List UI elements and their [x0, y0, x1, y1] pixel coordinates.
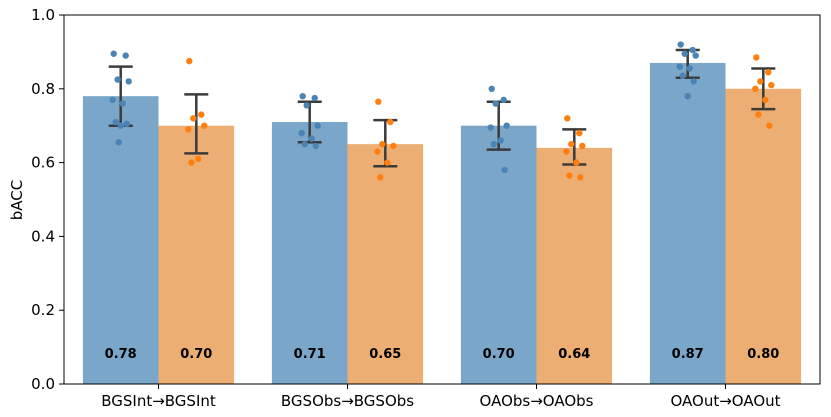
value-label-0-0: 0.78	[105, 347, 137, 362]
data-point-3-0-2	[681, 50, 688, 57]
data-point-3-1-6	[755, 111, 762, 118]
data-point-3-0-1	[689, 46, 696, 54]
data-point-2-0-2	[492, 100, 499, 107]
data-point-2-1-0	[564, 115, 571, 122]
bar-2-0	[460, 125, 537, 384]
bar-0-0	[82, 96, 159, 385]
bars-layer	[82, 62, 802, 385]
data-point-0-0-7	[123, 120, 130, 128]
y-tick-label-2: 0.4	[31, 227, 55, 245]
data-point-1-0-3	[314, 122, 321, 129]
value-label-0-1: 0.70	[180, 347, 212, 362]
data-point-2-1-3	[579, 142, 586, 150]
data-point-2-1-4	[563, 148, 570, 155]
data-point-3-1-4	[752, 85, 759, 93]
data-point-3-0-8	[684, 92, 691, 100]
value-label-1-0: 0.71	[294, 347, 326, 362]
y-tick-label-1: 0.2	[31, 301, 55, 319]
data-point-1-1-4	[374, 148, 381, 155]
data-point-1-1-6	[377, 174, 384, 181]
data-point-0-1-6	[188, 159, 195, 166]
data-point-1-0-2	[303, 102, 310, 109]
data-point-1-1-2	[379, 140, 386, 148]
data-point-0-0-3	[125, 78, 132, 85]
points-layer	[109, 41, 775, 181]
data-point-3-1-1	[765, 68, 772, 76]
value-labels-layer: 0.78 0.70 0.71 0.65 0.70 0.64 0.87 0.80	[105, 347, 780, 362]
data-point-2-0-0	[488, 85, 495, 93]
data-point-0-1-1	[198, 111, 205, 118]
data-point-2-0-1	[500, 96, 507, 104]
data-point-3-0-0	[677, 41, 684, 48]
data-point-1-0-4	[298, 129, 305, 137]
data-point-1-0-5	[308, 135, 315, 142]
data-point-2-0-5	[497, 137, 504, 144]
data-point-3-1-0	[753, 54, 760, 61]
data-point-0-1-3	[201, 122, 208, 129]
axes-layer: BGSInt→BGSInt BGSObs→BGSObs OAObs→OAObs OAO…	[31, 6, 821, 410]
data-point-3-0-5	[686, 65, 693, 72]
data-point-0-0-6	[112, 118, 119, 126]
value-label-1-1: 0.65	[369, 347, 401, 362]
x-tick-label-0: BGSInt→BGSInt	[101, 392, 216, 410]
data-point-1-0-7	[312, 142, 319, 150]
data-point-0-1-0	[186, 57, 193, 65]
y-tick-label-5: 1.0	[31, 6, 55, 24]
y-tick-label-3: 0.6	[31, 154, 55, 172]
data-point-2-0-6	[490, 140, 497, 148]
data-point-3-1-3	[768, 81, 775, 89]
data-point-3-0-3	[692, 52, 699, 59]
data-point-3-0-7	[690, 78, 697, 85]
data-point-2-0-7	[501, 166, 508, 174]
data-point-2-1-1	[576, 129, 583, 137]
x-tick-label-1: BGSObs→BGSObs	[281, 392, 414, 410]
data-point-2-1-2	[568, 140, 575, 148]
bar-3-1	[725, 88, 802, 385]
value-label-2-1: 0.64	[558, 347, 590, 362]
x-tick-label-2: OAObs→OAObs	[480, 392, 594, 410]
data-point-2-1-6	[566, 172, 573, 179]
data-point-2-1-7	[577, 174, 584, 181]
data-point-0-0-9	[115, 139, 122, 146]
bar-3-0	[649, 62, 726, 384]
data-point-3-1-2	[757, 78, 764, 85]
data-point-0-0-2	[114, 76, 121, 83]
data-point-1-0-6	[301, 140, 308, 148]
bar-1-0	[271, 122, 348, 384]
bar-0-1	[158, 125, 235, 384]
data-point-1-0-0	[299, 92, 306, 100]
value-label-2-0: 0.70	[483, 347, 515, 362]
value-label-3-1: 0.80	[747, 347, 779, 362]
data-point-1-1-0	[375, 98, 382, 105]
data-point-0-0-4	[109, 96, 116, 104]
data-point-2-0-3	[503, 122, 510, 129]
y-axis-label: bACC	[8, 180, 26, 220]
y-tick-label-0: 0.0	[31, 375, 55, 393]
plot-frame	[63, 14, 821, 385]
data-point-0-0-0	[110, 50, 117, 57]
value-label-3-0: 0.87	[672, 347, 704, 362]
data-point-1-1-3	[390, 142, 397, 150]
data-point-0-1-5	[195, 155, 202, 163]
bar-2-1	[536, 147, 613, 384]
data-point-0-0-5	[119, 100, 126, 107]
data-point-3-1-7	[766, 122, 773, 129]
data-point-3-0-4	[676, 63, 683, 70]
data-point-2-0-4	[487, 124, 494, 131]
data-point-3-1-5	[762, 96, 769, 104]
data-point-1-1-1	[387, 118, 394, 126]
data-point-2-1-5	[573, 159, 580, 166]
data-point-1-0-1	[311, 94, 318, 102]
data-point-3-0-6	[679, 72, 686, 80]
x-tick-label-3: OAOut→OAOut	[670, 392, 780, 410]
data-point-1-1-5	[384, 159, 391, 166]
error-bars-layer	[108, 48, 776, 168]
bar-1-1	[347, 144, 424, 384]
data-point-0-1-4	[185, 126, 192, 133]
y-tick-label-4: 0.8	[31, 80, 55, 98]
data-point-0-0-8	[117, 122, 124, 129]
data-point-0-0-1	[122, 52, 129, 59]
data-point-0-1-2	[190, 115, 197, 122]
